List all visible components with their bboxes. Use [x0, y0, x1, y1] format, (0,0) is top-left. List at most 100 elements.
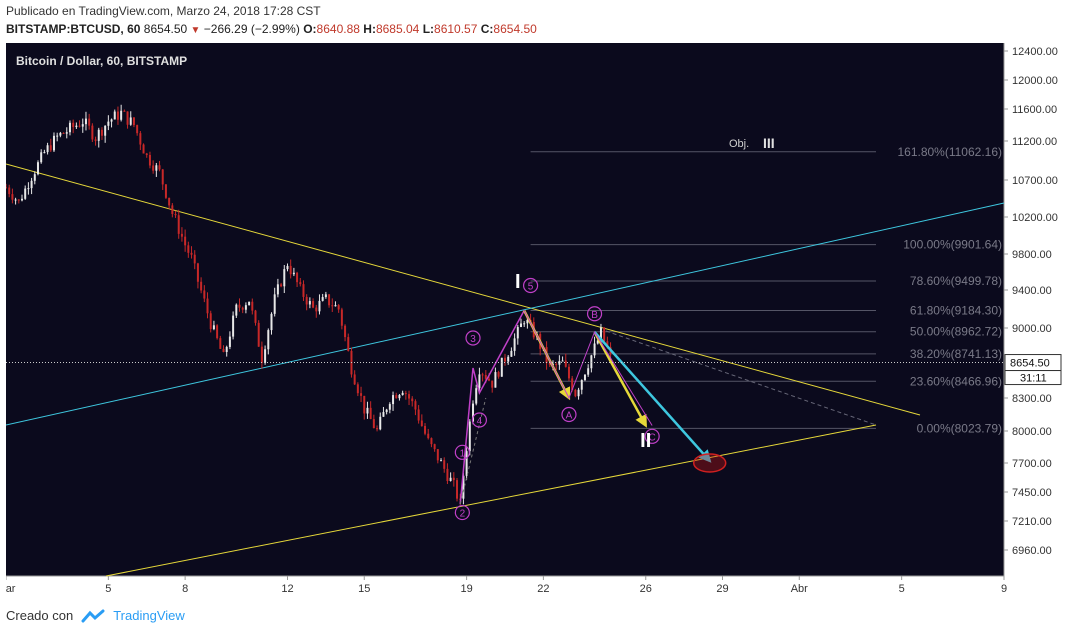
- wave-label: 3: [470, 334, 476, 345]
- candle-body: [468, 421, 471, 452]
- countdown-label: 31:11: [1020, 373, 1047, 385]
- fib-level-label: 0.00%(8023.79): [917, 421, 1002, 435]
- candle-body: [334, 305, 337, 307]
- candle-body: [222, 348, 225, 353]
- candle-body: [513, 338, 516, 351]
- roman-wave-label: II: [640, 430, 651, 452]
- y-tick-label: 10700.00: [1012, 175, 1058, 187]
- candle-body: [142, 144, 145, 154]
- y-tick-label: 10200.00: [1012, 212, 1058, 224]
- candle-body: [33, 174, 36, 181]
- candle-body: [264, 349, 267, 363]
- candle-body: [72, 122, 75, 128]
- y-tick-label: 9400.00: [1012, 285, 1052, 297]
- published-caption: Publicado en TradingView.com, Marzo 24, …: [6, 4, 321, 18]
- candle-body: [209, 313, 212, 330]
- candle-body: [228, 336, 231, 347]
- impulse-wave-line: [459, 310, 525, 505]
- candle-body: [296, 272, 299, 283]
- candle-body: [17, 199, 20, 201]
- candle-body: [78, 125, 81, 127]
- candle-body: [75, 125, 78, 128]
- candle-body: [155, 165, 158, 171]
- candle-body: [200, 281, 203, 291]
- candle-body: [596, 340, 599, 344]
- candle-body: [424, 426, 427, 434]
- candle-body: [472, 403, 475, 422]
- candle-body: [27, 188, 30, 190]
- price-chart[interactable]: Bitcoin / Dollar, 60, BITSTAMP 6960.00 721…: [0, 43, 1064, 597]
- candle-body: [241, 307, 244, 310]
- candle-body: [171, 205, 174, 214]
- candle-body: [395, 395, 398, 399]
- candle-body: [420, 420, 423, 427]
- candle-body: [292, 272, 295, 275]
- candle-body: [497, 372, 500, 377]
- close-value: 8654.50: [493, 22, 537, 36]
- candle-body: [315, 307, 318, 312]
- candle-body: [257, 322, 260, 347]
- candle-body: [388, 404, 391, 410]
- candle-body: [462, 475, 465, 499]
- candle-body: [484, 374, 487, 379]
- price-change: −266.29 (−2.99%): [203, 22, 300, 36]
- candle-body: [481, 374, 484, 376]
- candle-body: [120, 110, 123, 120]
- candle-body: [593, 343, 596, 356]
- candle-body: [328, 294, 331, 306]
- candle-body: [504, 357, 506, 362]
- candle-body: [456, 480, 459, 499]
- objective-label: Obj.: [729, 138, 749, 150]
- candle-body: [344, 325, 347, 338]
- tradingview-brand-link[interactable]: TradingView: [113, 608, 185, 623]
- candle-body: [68, 122, 71, 133]
- candle-body: [116, 111, 119, 120]
- candle-body: [440, 460, 443, 462]
- objective-roman-label: III: [763, 135, 775, 151]
- candle-body: [145, 153, 148, 156]
- candle-body: [548, 362, 551, 365]
- candle-body: [219, 338, 222, 349]
- wave-label-circle: [454, 504, 470, 521]
- candle-body: [225, 346, 228, 353]
- chart-area[interactable]: Bitcoin / Dollar, 60, BITSTAMP 6960.00 721…: [0, 43, 1064, 597]
- candle-body: [62, 132, 65, 134]
- x-tick-label: Mar: [6, 583, 16, 595]
- last-price: 8654.50: [143, 22, 188, 36]
- candle-body: [52, 135, 55, 151]
- y-tick-label: 11200.00: [1012, 136, 1057, 148]
- wave-label: C: [649, 432, 656, 443]
- candle-body: [587, 368, 590, 375]
- y-tick-label: 11600.00: [1012, 104, 1057, 116]
- candle-body: [254, 310, 257, 323]
- candle-body: [193, 254, 196, 264]
- symbol-label: BITSTAMP:BTCUSD, 60: [6, 22, 141, 36]
- candle-body: [148, 155, 151, 166]
- fib-level-label: 78.60%(9499.78): [910, 274, 1002, 288]
- low-label: L:: [422, 22, 435, 36]
- trendline-cyan: [5, 202, 1005, 426]
- footer: Creado con TradingView: [6, 608, 185, 623]
- fib-level-label: 161.80%(11062.16): [897, 145, 1002, 159]
- candle-body: [564, 360, 567, 367]
- fib-level-label: 50.00%(8962.72): [910, 325, 1002, 339]
- candle-body: [11, 194, 14, 200]
- candle-body: [318, 300, 321, 312]
- wave-label-circle: [586, 306, 603, 322]
- candle-body: [20, 198, 23, 201]
- trendline-yellow-descending: [5, 163, 921, 416]
- current-price-label: 8654.50: [1010, 358, 1050, 370]
- fib-level-label: 61.80%(9184.30): [910, 303, 1002, 317]
- candle-body: [177, 215, 180, 234]
- tradingview-logo-icon: [81, 609, 105, 622]
- candle-body: [360, 393, 363, 396]
- candle-body: [494, 372, 497, 388]
- created-with-label: Creado con: [6, 608, 74, 623]
- target-circle: [692, 453, 727, 473]
- arrow-wave-c: [593, 331, 647, 428]
- candle-body: [196, 263, 199, 282]
- candle-body: [30, 180, 33, 189]
- candle-body: [8, 187, 11, 195]
- wave-label-circle: [471, 412, 488, 428]
- wave-label: 2: [460, 509, 466, 520]
